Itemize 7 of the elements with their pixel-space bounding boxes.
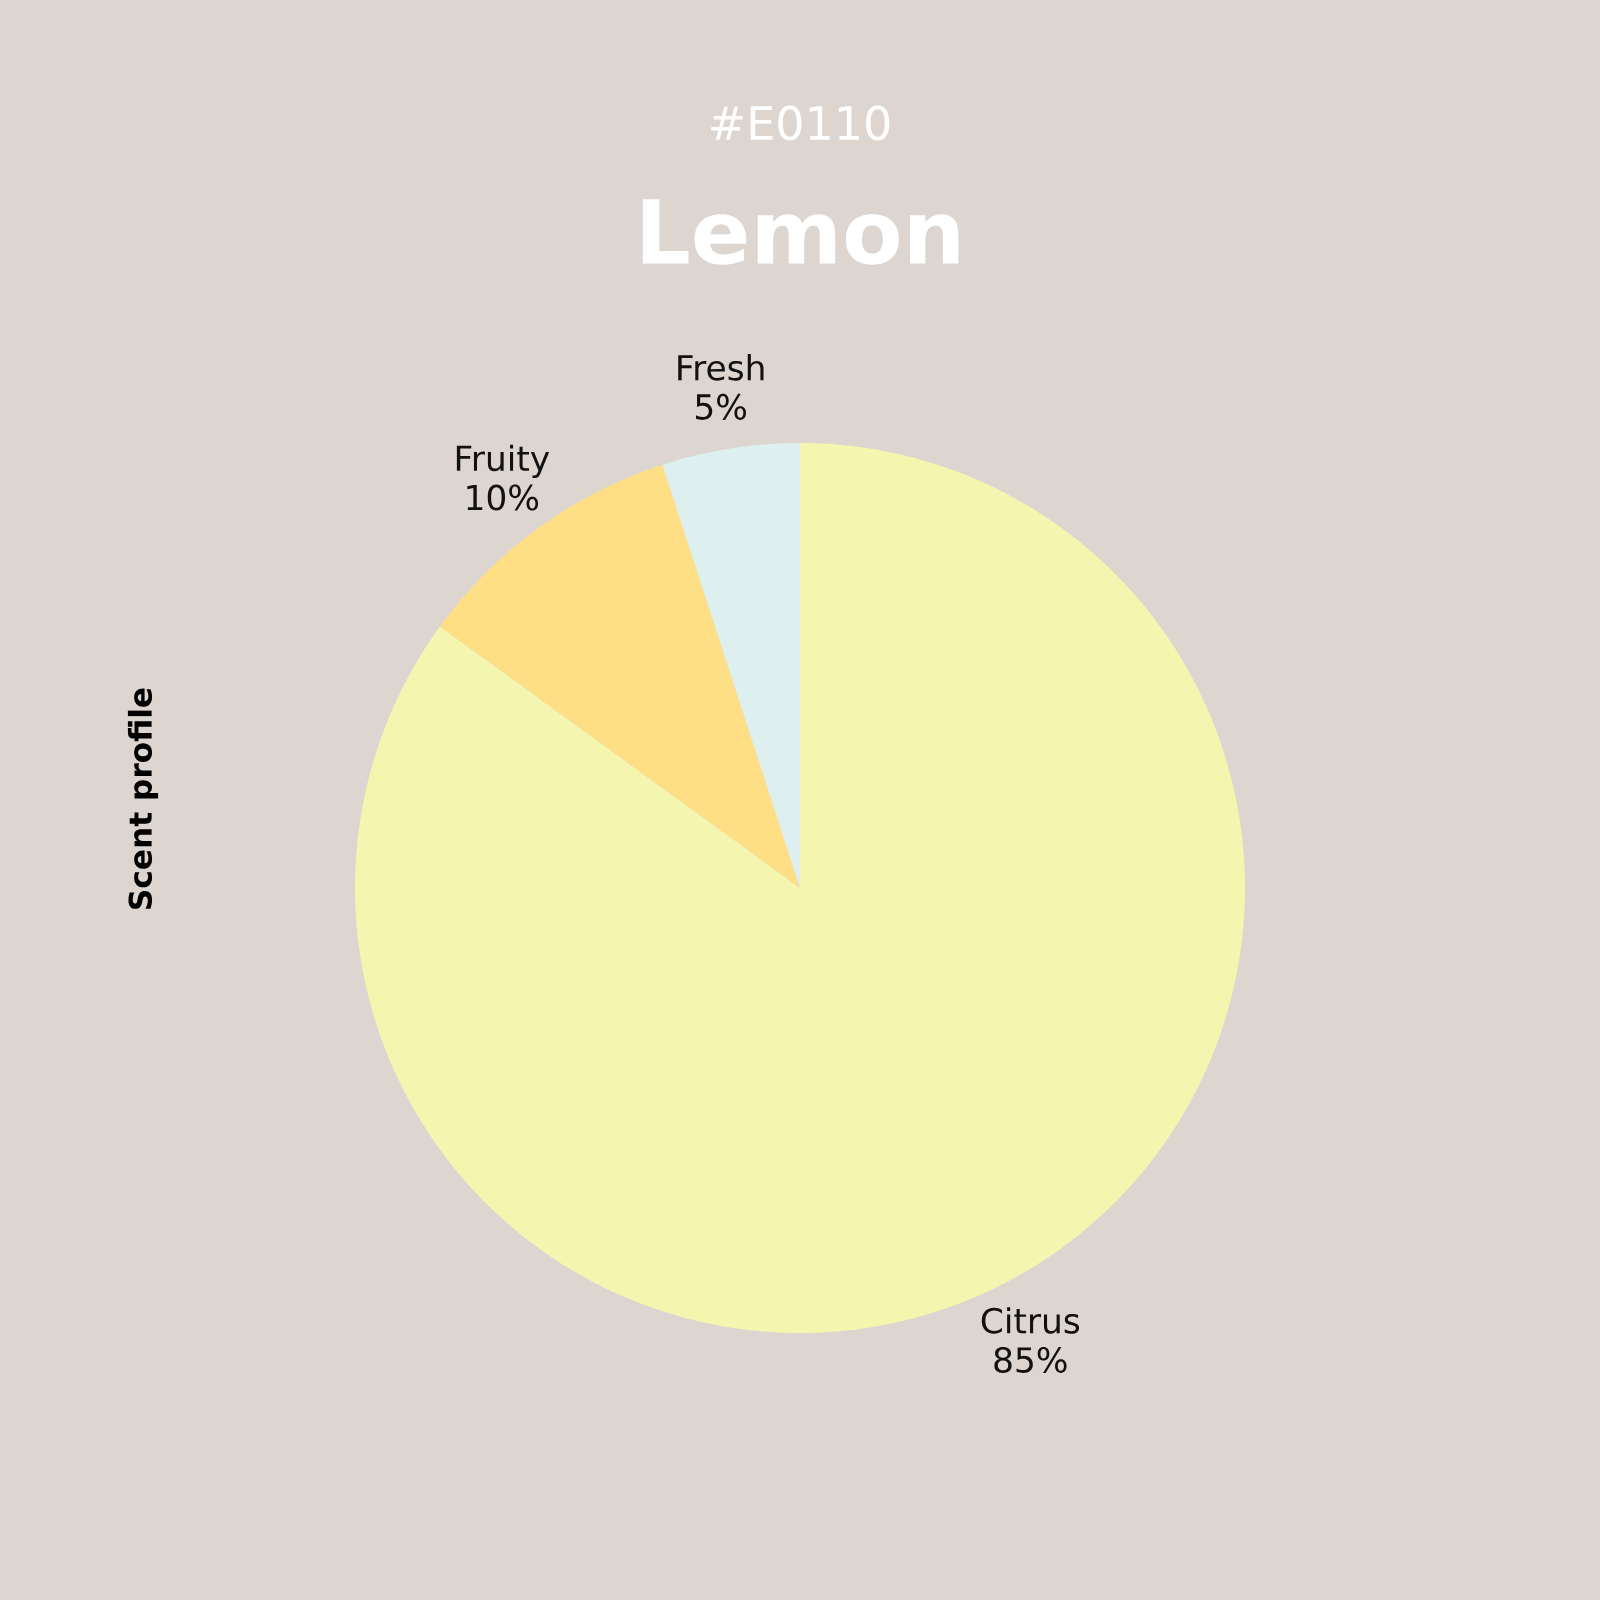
slice-label: Citrus [981, 1307, 1080, 1334]
slice-label: Fruity [456, 444, 550, 478]
slice-label: Fresh [678, 354, 764, 381]
data-label: 5% [695, 393, 746, 420]
data-label: 85% [994, 1346, 1067, 1373]
text: Scent profile [127, 688, 159, 909]
data-label: 10% [467, 484, 539, 511]
